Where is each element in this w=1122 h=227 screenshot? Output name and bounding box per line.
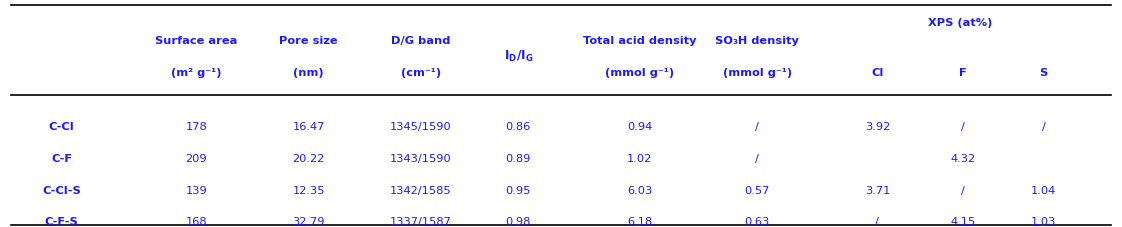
Text: 1.03: 1.03 bbox=[1031, 217, 1056, 227]
Text: 0.63: 0.63 bbox=[745, 217, 770, 227]
Text: 0.94: 0.94 bbox=[627, 122, 652, 132]
Text: 178: 178 bbox=[185, 122, 208, 132]
Text: 209: 209 bbox=[185, 154, 208, 164]
Text: /: / bbox=[960, 122, 965, 132]
Text: C-F-S: C-F-S bbox=[45, 217, 79, 227]
Text: C-F: C-F bbox=[52, 154, 72, 164]
Text: 1345/1590: 1345/1590 bbox=[389, 122, 452, 132]
Text: 4.32: 4.32 bbox=[950, 154, 975, 164]
Text: $\mathbf{I_D/I_G}$: $\mathbf{I_D/I_G}$ bbox=[504, 49, 533, 64]
Text: 139: 139 bbox=[185, 186, 208, 196]
Text: SO₃H density: SO₃H density bbox=[716, 36, 799, 46]
Text: 0.95: 0.95 bbox=[506, 186, 531, 196]
Text: 1342/1585: 1342/1585 bbox=[390, 186, 451, 196]
Text: 4.15: 4.15 bbox=[950, 217, 975, 227]
Text: 32.79: 32.79 bbox=[293, 217, 324, 227]
Text: (nm): (nm) bbox=[293, 68, 324, 78]
Text: Total acid density: Total acid density bbox=[582, 36, 697, 46]
Text: XPS (at%): XPS (at%) bbox=[928, 18, 993, 28]
Text: /: / bbox=[875, 217, 880, 227]
Text: 3.92: 3.92 bbox=[865, 122, 890, 132]
Text: (cm⁻¹): (cm⁻¹) bbox=[401, 68, 441, 78]
Text: D/G band: D/G band bbox=[392, 36, 450, 46]
Text: Surface area: Surface area bbox=[155, 36, 238, 46]
Text: F: F bbox=[959, 68, 966, 78]
Text: /: / bbox=[1041, 122, 1046, 132]
Text: 6.03: 6.03 bbox=[627, 186, 652, 196]
Text: 16.47: 16.47 bbox=[293, 122, 324, 132]
Text: /: / bbox=[755, 122, 760, 132]
Text: 168: 168 bbox=[185, 217, 208, 227]
Text: 0.98: 0.98 bbox=[506, 217, 531, 227]
Text: /: / bbox=[960, 186, 965, 196]
Text: 0.57: 0.57 bbox=[745, 186, 770, 196]
Text: C-Cl-S: C-Cl-S bbox=[43, 186, 81, 196]
Text: /: / bbox=[755, 154, 760, 164]
Text: (m² g⁻¹): (m² g⁻¹) bbox=[171, 68, 222, 78]
Text: 6.18: 6.18 bbox=[627, 217, 652, 227]
Text: 1.04: 1.04 bbox=[1031, 186, 1056, 196]
Text: 20.22: 20.22 bbox=[293, 154, 324, 164]
Text: (mmol g⁻¹): (mmol g⁻¹) bbox=[723, 68, 792, 78]
Text: 1337/1587: 1337/1587 bbox=[389, 217, 452, 227]
Text: 0.89: 0.89 bbox=[506, 154, 531, 164]
Text: Pore size: Pore size bbox=[279, 36, 338, 46]
Text: (mmol g⁻¹): (mmol g⁻¹) bbox=[605, 68, 674, 78]
Text: 0.86: 0.86 bbox=[506, 122, 531, 132]
Text: S: S bbox=[1039, 68, 1048, 78]
Text: 1343/1590: 1343/1590 bbox=[389, 154, 452, 164]
Text: 3.71: 3.71 bbox=[865, 186, 890, 196]
Text: 1.02: 1.02 bbox=[627, 154, 652, 164]
Text: 12.35: 12.35 bbox=[293, 186, 324, 196]
Text: Cl: Cl bbox=[871, 68, 884, 78]
Text: C-Cl: C-Cl bbox=[49, 122, 74, 132]
